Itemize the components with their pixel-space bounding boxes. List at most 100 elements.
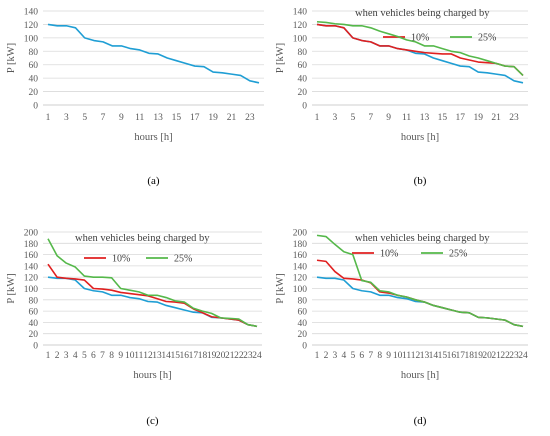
- x-tick-label: 22: [234, 351, 244, 361]
- y-tick-label: 120: [24, 21, 39, 31]
- y-tick-label: 180: [24, 240, 39, 250]
- y-tick-label: 100: [293, 285, 308, 295]
- x-tick-label: 6: [91, 351, 96, 361]
- x-tick-label: 11: [402, 113, 411, 123]
- x-tick-label: 13: [152, 351, 162, 361]
- x-tick-label: 15: [170, 351, 180, 361]
- series-line: [316, 23, 524, 77]
- y-tick-label: 0: [33, 342, 38, 352]
- x-tick-label: 11: [135, 113, 144, 123]
- x-tick-label: 23: [245, 113, 255, 123]
- y-tick-label: 140: [24, 262, 39, 272]
- x-tick-label: 15: [172, 113, 182, 123]
- legend-label: 10%: [380, 249, 398, 260]
- x-tick-label: 5: [82, 113, 87, 123]
- x-tick-label: 23: [509, 113, 519, 123]
- y-tick-label: 80: [298, 48, 308, 58]
- x-tick-label: 9: [118, 351, 123, 361]
- x-tick-label: 10: [393, 351, 403, 361]
- x-tick-label: 7: [368, 351, 373, 361]
- x-tick-label: 16: [180, 351, 190, 361]
- x-tick-label: 3: [333, 351, 338, 361]
- legend-label: 25%: [174, 254, 192, 265]
- x-tick-label: 9: [119, 113, 124, 123]
- x-tick-label: 4: [341, 351, 346, 361]
- x-tick-label: 11: [134, 351, 143, 361]
- x-axis-label: hours [h]: [133, 370, 171, 381]
- x-tick-label: 9: [386, 351, 391, 361]
- series-line: [47, 23, 260, 84]
- x-tick-label: 19: [473, 351, 483, 361]
- panel-label: (b): [414, 175, 427, 187]
- y-tick-label: 60: [298, 308, 308, 318]
- x-tick-label: 21: [491, 351, 501, 361]
- x-tick-label: 12: [411, 351, 421, 361]
- x-tick-label: 18: [198, 351, 208, 361]
- legend-title: when vehicles being charged by: [75, 233, 210, 244]
- x-tick-label: 5: [82, 351, 87, 361]
- x-tick-label: 1: [315, 113, 320, 123]
- series-line: [316, 259, 524, 328]
- x-tick-label: 5: [350, 113, 355, 123]
- x-tick-label: 21: [227, 113, 237, 123]
- y-tick-label: 200: [24, 229, 39, 239]
- x-tick-label: 19: [473, 113, 483, 123]
- x-tick-label: 21: [225, 351, 235, 361]
- series-line: [316, 234, 524, 328]
- x-tick-label: 16: [447, 351, 457, 361]
- x-tick-label: 14: [161, 351, 171, 361]
- y-tick-label: 140: [24, 8, 39, 18]
- y-tick-label: 160: [293, 251, 308, 261]
- y-tick-label: 40: [29, 75, 39, 85]
- y-tick-label: 120: [293, 21, 308, 31]
- x-tick-label: 13: [420, 351, 430, 361]
- series-line: [316, 20, 524, 77]
- y-axis-label: P [kW]: [275, 273, 286, 303]
- panel-label: (c): [146, 415, 159, 427]
- x-tick-label: 7: [368, 113, 373, 123]
- y-axis-label: P [kW]: [6, 273, 17, 303]
- y-tick-label: 20: [298, 330, 308, 340]
- x-tick-label: 2: [324, 351, 329, 361]
- x-tick-label: 3: [64, 113, 69, 123]
- y-tick-label: 160: [24, 251, 39, 261]
- y-tick-label: 20: [29, 88, 39, 98]
- y-tick-label: 40: [29, 319, 39, 329]
- y-tick-label: 80: [298, 296, 308, 306]
- y-tick-label: 140: [293, 262, 308, 272]
- y-tick-label: 120: [293, 274, 308, 284]
- y-tick-label: 60: [29, 308, 39, 318]
- y-tick-label: 140: [293, 8, 308, 18]
- x-tick-label: 8: [109, 351, 114, 361]
- panel-label: (d): [414, 415, 427, 427]
- y-tick-label: 180: [293, 240, 308, 250]
- x-tick-label: 17: [456, 351, 466, 361]
- y-tick-label: 20: [29, 330, 39, 340]
- x-tick-label: 13: [153, 113, 163, 123]
- x-tick-label: 3: [333, 113, 338, 123]
- legend-label: 10%: [112, 254, 130, 265]
- x-tick-label: 4: [73, 351, 78, 361]
- y-tick-label: 200: [293, 229, 308, 239]
- y-tick-label: 40: [298, 75, 308, 85]
- x-tick-label: 11: [402, 351, 411, 361]
- x-tick-label: 1: [315, 351, 320, 361]
- x-tick-label: 22: [500, 351, 510, 361]
- x-axis-label: hours [h]: [401, 132, 439, 143]
- x-axis-label: hours [h]: [401, 370, 439, 381]
- y-tick-label: 100: [24, 285, 39, 295]
- x-tick-label: 1: [46, 351, 51, 361]
- y-tick-label: 0: [302, 102, 307, 112]
- x-tick-label: 13: [420, 113, 430, 123]
- x-tick-label: 14: [429, 351, 439, 361]
- y-tick-label: 120: [24, 274, 39, 284]
- y-tick-label: 80: [29, 48, 39, 58]
- y-tick-label: 0: [33, 102, 38, 112]
- x-tick-label: 7: [101, 113, 106, 123]
- x-tick-label: 19: [208, 113, 218, 123]
- x-tick-label: 23: [243, 351, 253, 361]
